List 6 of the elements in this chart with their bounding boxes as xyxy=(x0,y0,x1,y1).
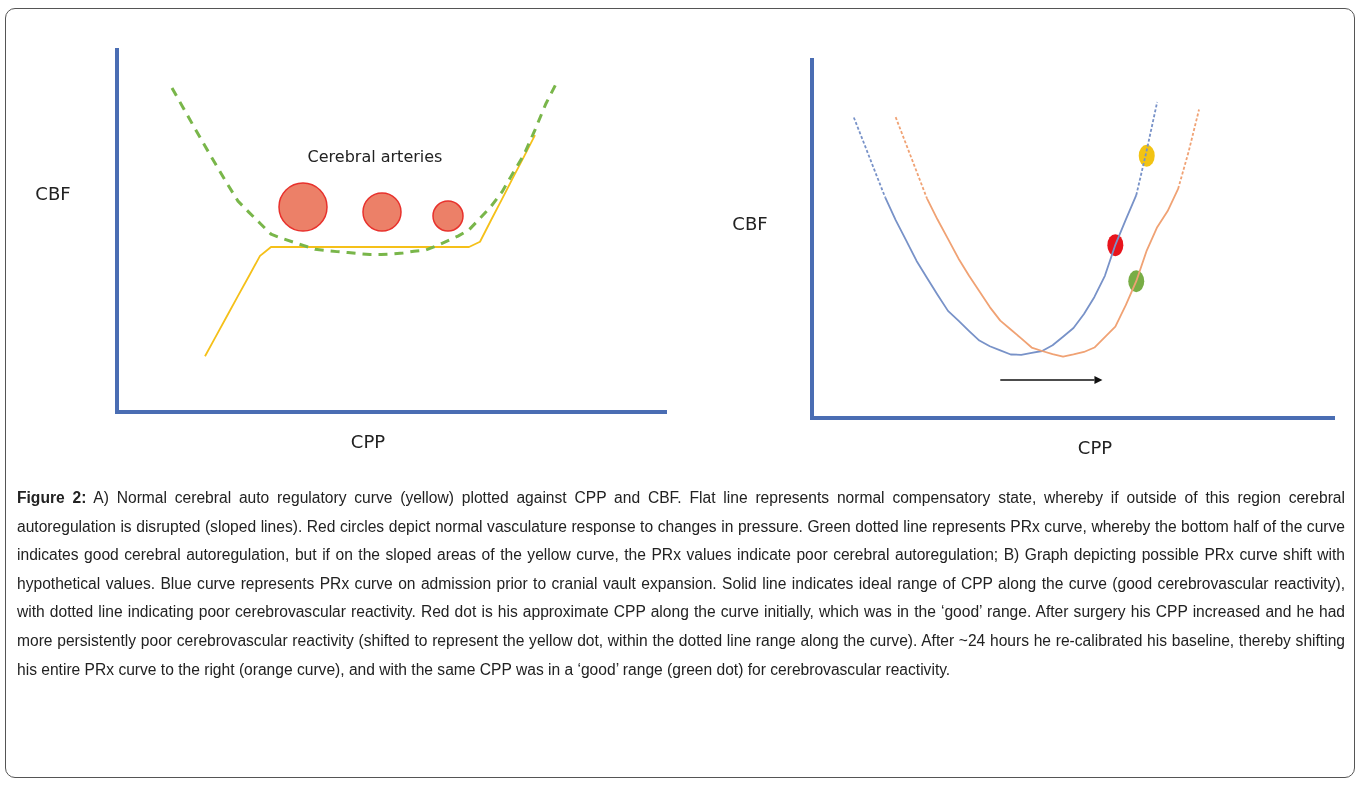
y-axis-title: CBF xyxy=(35,183,71,204)
annotation: Cerebral arteries xyxy=(307,147,443,166)
x-axis-title: CPP xyxy=(350,431,386,452)
x-axis-title: CPP xyxy=(1077,437,1113,458)
y-axis-title: CBF xyxy=(732,213,768,234)
caption: Figure 2: A) Normal cerebral auto regulatory curve (yellow) plotted against CPP and CBF. Flat line represents normal compensatory state, whereby if outside of this region cerebral autoregulation is disrupted (sloped lines). Red circles depict normal vasculature response to changes in pressure. Green dotted line represents PRx curve, whereby the bottom half of the curve indicates good cerebral autoregulation, but if on the sloped areas of the yellow curve, the PRx values indicate poor cerebral autoregulation; B) Graph depicting possible PRx curve shift with hypothetical values. Blue curve represents PRx curve on admission prior to cranial vault expansion. Solid line indicates ideal range of CPP along the curve (good cerebrovascular reactivity), with dotted line indicating poor cerebrovascular reactivity. Red dot is his approximate CPP along the curve initially, which was in the ‘good’ range. After surgery his CPP increased and he had more persistently poor cerebrovascular reactivity (shifted to represent the yellow dot, within the dotted line range along the curve). After ~24 hours he re-calibrated his baseline, thereby shifting his entire PRx curve to the right (orange curve), and with the same CPP was in a ‘good’ range (green dot) for cerebrovascular reactivity. xyxy=(17,488,1345,680)
